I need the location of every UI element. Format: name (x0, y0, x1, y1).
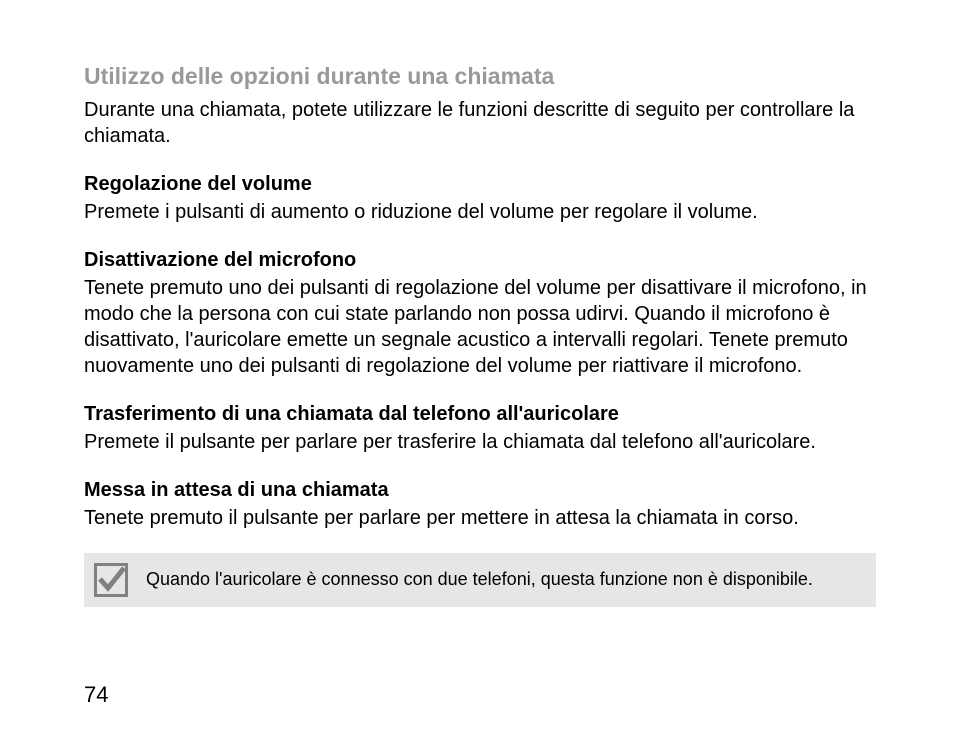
subsection-mute: Disattivazione del microfono Tenete prem… (84, 247, 876, 379)
subsection-body: Premete i pulsanti di aumento o riduzion… (84, 199, 876, 225)
note-box: Quando l'auricolare è connesso con due t… (84, 553, 876, 607)
checkmark-icon (94, 563, 128, 597)
document-page: Utilizzo delle opzioni durante una chiam… (0, 0, 954, 742)
subsection-body: Tenete premuto il pulsante per parlare p… (84, 505, 876, 531)
subsection-heading: Disattivazione del microfono (84, 247, 876, 273)
subsection-heading: Regolazione del volume (84, 171, 876, 197)
section-title: Utilizzo delle opzioni durante una chiam… (84, 62, 876, 91)
subsection-hold: Messa in attesa di una chiamata Tenete p… (84, 477, 876, 531)
page-number: 74 (84, 682, 108, 708)
subsection-body: Premete il pulsante per parlare per tras… (84, 429, 876, 455)
subsection-heading: Messa in attesa di una chiamata (84, 477, 876, 503)
subsection-body: Tenete premuto uno dei pulsanti di regol… (84, 275, 876, 379)
note-text: Quando l'auricolare è connesso con due t… (146, 568, 813, 591)
subsection-heading: Trasferimento di una chiamata dal telefo… (84, 401, 876, 427)
subsection-transfer: Trasferimento di una chiamata dal telefo… (84, 401, 876, 455)
subsection-volume: Regolazione del volume Premete i pulsant… (84, 171, 876, 225)
section-intro: Durante una chiamata, potete utilizzare … (84, 97, 876, 149)
